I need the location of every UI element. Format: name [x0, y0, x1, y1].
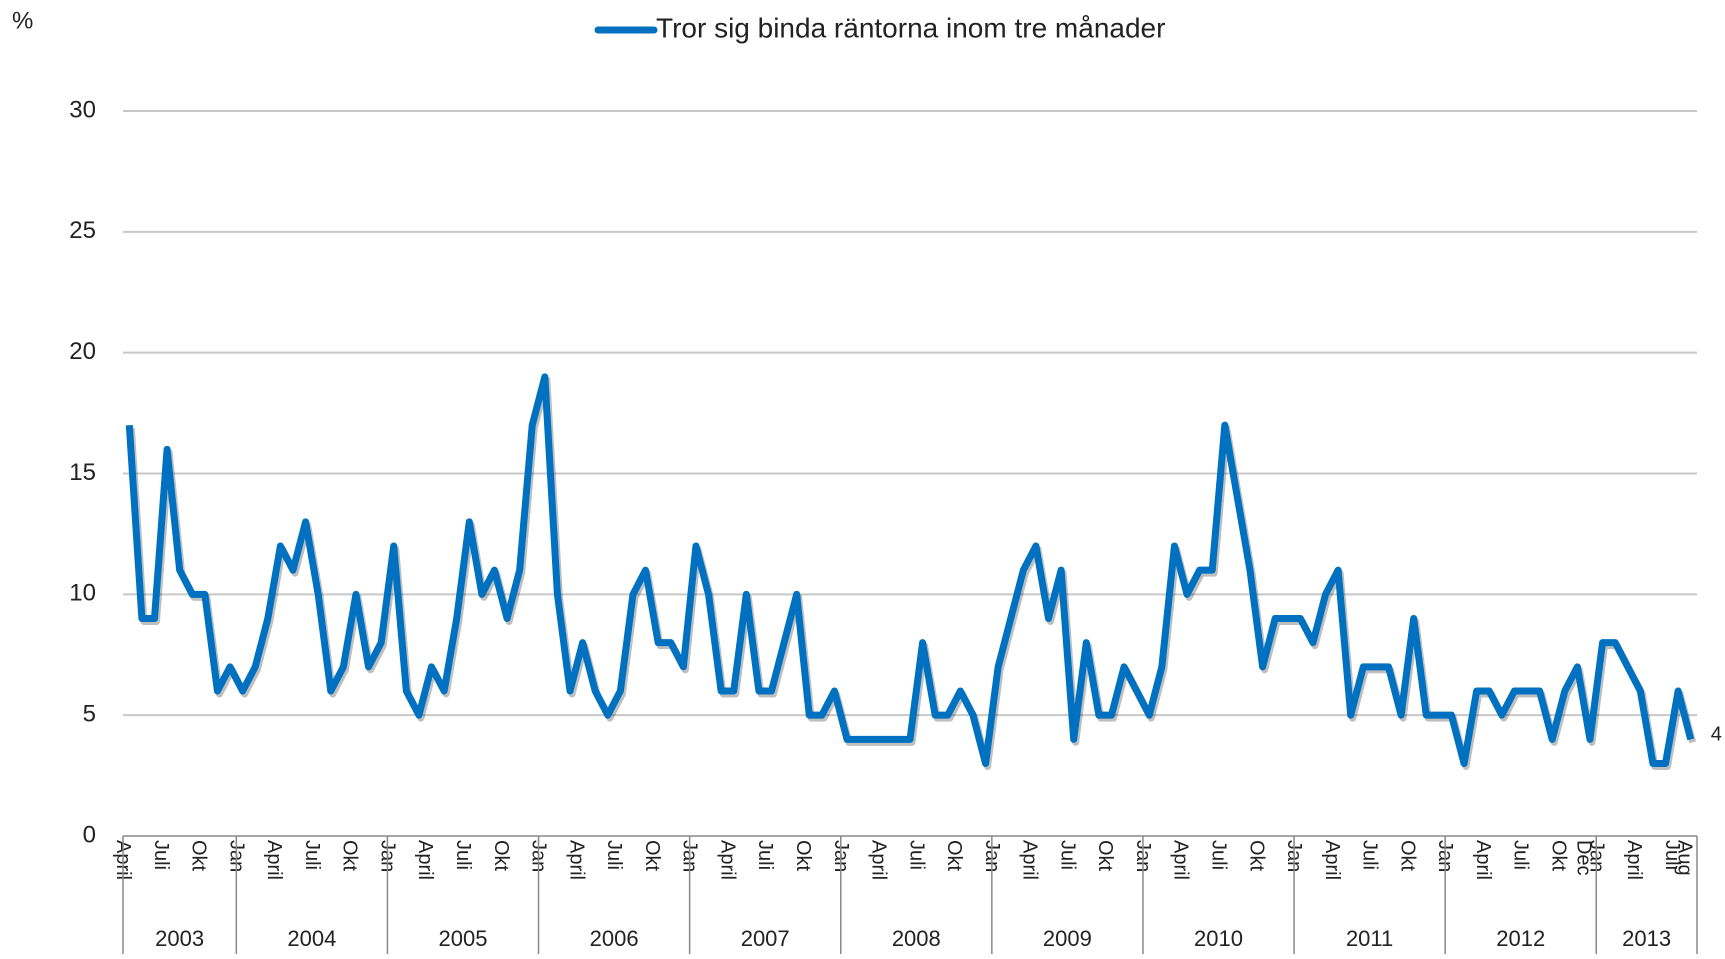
year-label: 2009 [1043, 926, 1092, 951]
x-tick-label: Juli [1510, 840, 1532, 870]
x-tick-label: Juli [1208, 840, 1230, 870]
y-tick-label: 20 [69, 338, 96, 365]
x-tick-label: Juli [754, 840, 776, 870]
x-tick-label: Juli [150, 840, 172, 870]
year-label: 2013 [1622, 926, 1671, 951]
year-label: 2010 [1194, 926, 1243, 951]
x-tick-label: April [1170, 840, 1192, 880]
x-tick-label: Okt [1245, 840, 1267, 872]
x-tick-label: April [263, 840, 285, 880]
x-tick-label: Juli [301, 840, 323, 870]
x-tick-label: Juli [603, 840, 625, 870]
x-tick-label: Aug [1673, 840, 1695, 876]
x-tick-label: April [1321, 840, 1343, 880]
x-tick-label: Okt [641, 840, 663, 872]
x-tick-label: April [716, 840, 738, 880]
y-tick-label: 15 [69, 459, 96, 486]
x-tick-label: April [1623, 840, 1645, 880]
year-label: 2007 [741, 926, 790, 951]
year-label: 2012 [1496, 926, 1545, 951]
x-tick-label: Okt [188, 840, 210, 872]
x-tick-label: Okt [339, 840, 361, 872]
year-label: 2011 [1346, 926, 1393, 951]
y-tick-label: 25 [69, 217, 96, 244]
x-tick-label: Okt [1396, 840, 1418, 872]
x-tick-label: Okt [792, 840, 814, 872]
x-tick-label: Okt [1094, 840, 1116, 872]
series-line [125, 373, 1695, 767]
legend-label: Tror sig binda räntorna inom tre månader [656, 12, 1165, 43]
x-tick-label: Juli [1056, 840, 1078, 870]
x-tick-label: April [1019, 840, 1041, 880]
year-label: 2004 [287, 926, 336, 951]
x-tick-label: April [414, 840, 436, 880]
y-tick-label: 30 [69, 96, 96, 123]
y-tick-label: 0 [83, 821, 96, 848]
x-tick-label: April [1472, 840, 1494, 880]
x-tick-label: April [565, 840, 587, 880]
x-tick-label: Juli [1661, 840, 1683, 870]
year-label: 2005 [439, 926, 488, 951]
year-label: 2003 [155, 926, 204, 951]
x-tick-label: Juli [452, 840, 474, 870]
x-tick-label: Juli [1359, 840, 1381, 870]
x-tick-label: Dec [1573, 840, 1595, 876]
year-label: 2008 [892, 926, 941, 951]
year-label: 2006 [590, 926, 639, 951]
y-unit-label: % [12, 7, 33, 34]
x-tick-label: Juli [905, 840, 927, 870]
y-tick-label: 5 [83, 701, 96, 728]
x-tick-label: April [868, 840, 890, 880]
y-tick-label: 10 [69, 580, 96, 607]
x-tick-label: Okt [490, 840, 512, 872]
data-label: 4 [1711, 724, 1722, 746]
x-tick-label: Okt [1548, 840, 1570, 872]
x-tick-label: Okt [943, 840, 965, 872]
